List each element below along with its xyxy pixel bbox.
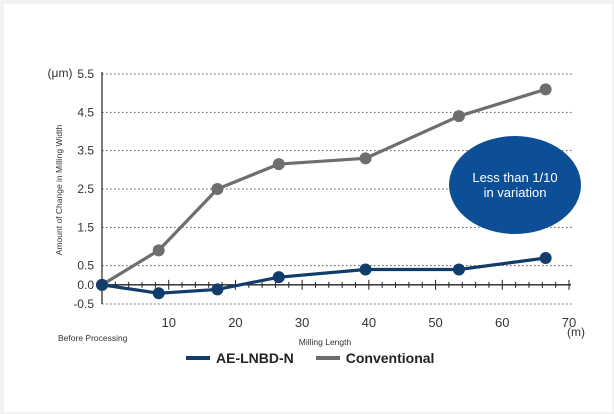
y-tick-label: 2.5 [77, 182, 94, 196]
data-point-ae-lnbd-n [152, 287, 165, 300]
x-origin-label: Before Processing [58, 333, 128, 343]
legend-swatch-ae-lnbd-n [186, 356, 210, 360]
x-tick-label: 50 [428, 315, 442, 330]
x-tick-label: 40 [362, 315, 376, 330]
x-tick-label: 20 [228, 315, 242, 330]
series-points [96, 83, 552, 300]
legend-entry-conventional: Conventional [315, 350, 435, 366]
callout-line-1: Less than 1/10 [472, 170, 558, 185]
x-tick-label: 60 [495, 315, 509, 330]
legend: AE-LNBD-N Conventional [186, 350, 456, 366]
data-point-conventional [211, 183, 224, 195]
data-point-conventional [272, 158, 285, 171]
y-axis-title: Amount of Change in Milling Width [54, 125, 64, 256]
x-unit-label: (m) [567, 325, 585, 339]
x-tick-label: 70 [562, 315, 576, 330]
x-tick-label: 30 [295, 315, 309, 330]
data-point-conventional [539, 83, 552, 96]
data-point-ae-lnbd-n [359, 263, 372, 276]
x-axis-title: Milling Length [299, 337, 352, 347]
y-tick-label: 4.5 [77, 105, 94, 119]
data-point-ae-lnbd-n [539, 252, 552, 264]
data-point-ae-lnbd-n [211, 283, 224, 296]
data-point-ae-lnbd-n [452, 263, 465, 276]
data-point-ae-lnbd-n [272, 271, 285, 284]
data-point-conventional [452, 110, 465, 123]
y-tick-label: 0.0 [77, 278, 94, 292]
legend-swatch-conventional [315, 356, 340, 360]
legend-label-conventional: Conventional [345, 350, 435, 366]
variation-callout: Less than 1/10 in variation [449, 136, 581, 234]
y-tick-label: 1.5 [77, 220, 94, 234]
x-tick-label: 10 [161, 315, 175, 330]
axes [98, 72, 571, 304]
data-point-ae-lnbd-n [96, 278, 108, 291]
y-tick-label: 3.5 [77, 144, 94, 158]
legend-entry-ae-lnbd-n: AE-LNBD-N [186, 350, 294, 366]
callout-line-2: in variation [483, 185, 547, 200]
y-tick-label: -0.5 [73, 297, 94, 311]
tick-labels: -0.5 0.0 0.5 1.5 2.5 3.5 4.5 5.5 10 20 30 40 50 60 70 [73, 67, 576, 330]
legend-label-ae-lnbd-n: AE-LNBD-N [216, 350, 294, 366]
y-tick-label: 5.5 [77, 67, 94, 81]
y-tick-label: 0.5 [77, 259, 94, 273]
y-unit-label: (μm) [48, 66, 73, 80]
data-point-conventional [152, 244, 165, 257]
data-point-conventional [359, 152, 372, 165]
